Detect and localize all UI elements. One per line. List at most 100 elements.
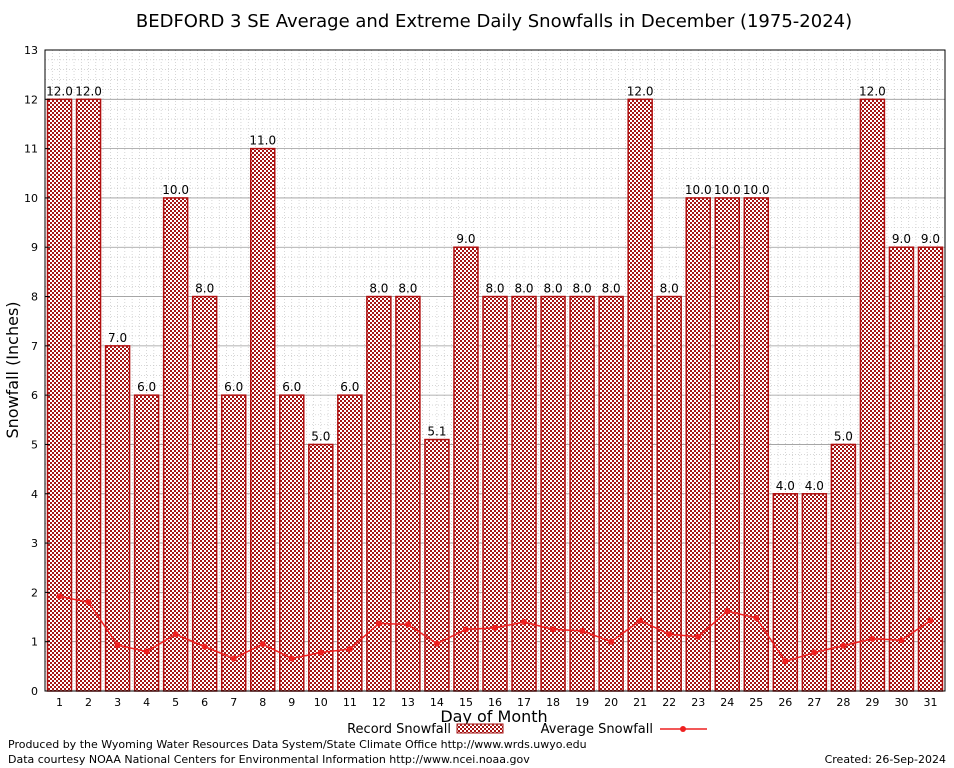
- y-tick-label: 13: [24, 44, 38, 57]
- legend-record-swatch: [456, 723, 504, 734]
- bar-label-day-19: 8.0: [573, 282, 592, 296]
- x-tick-label: 5: [172, 696, 179, 709]
- bar-label-day-11: 6.0: [340, 380, 359, 394]
- average-point-day-2: [85, 599, 92, 606]
- bar-label-day-4: 6.0: [137, 380, 156, 394]
- x-tick-label: 25: [749, 696, 763, 709]
- average-point-day-28: [840, 642, 847, 649]
- bar-day-1: [46, 98, 73, 692]
- average-point-day-14: [433, 640, 440, 647]
- x-tick-label: 27: [807, 696, 821, 709]
- x-tick-label: 26: [778, 696, 792, 709]
- bar-label-day-10: 5.0: [311, 429, 330, 443]
- bar-label-day-17: 8.0: [514, 282, 533, 296]
- x-tick-label: 20: [604, 696, 618, 709]
- bar-day-9: [279, 394, 305, 692]
- chart-title: BEDFORD 3 SE Average and Extreme Daily S…: [136, 11, 852, 32]
- legend: Record Snowfall Average Snowfall: [347, 722, 707, 737]
- bar-label-day-31: 9.0: [921, 232, 940, 246]
- bar-label-day-24: 10.0: [714, 183, 741, 197]
- x-tick-label: 24: [720, 696, 734, 709]
- average-line: [56, 593, 934, 665]
- average-point-day-20: [608, 638, 615, 645]
- average-point-day-12: [375, 620, 382, 627]
- legend-average-label: Average Snowfall: [541, 722, 653, 737]
- x-tick-label: 30: [894, 696, 908, 709]
- average-point-day-30: [898, 637, 905, 644]
- footer-data-courtesy: Data courtesy NOAA National Centers for …: [8, 753, 530, 766]
- average-point-day-22: [666, 631, 673, 638]
- legend-record-label: Record Snowfall: [347, 722, 451, 737]
- average-point-day-9: [288, 655, 295, 662]
- average-point-day-19: [579, 627, 586, 634]
- average-point-day-27: [811, 649, 818, 656]
- footer-created: Created: 26-Sep-2024: [824, 753, 946, 766]
- average-point-day-6: [201, 643, 208, 650]
- y-tick-label: 5: [31, 438, 38, 451]
- average-point-day-18: [550, 626, 557, 633]
- y-tick-label: 1: [31, 636, 38, 649]
- bar-day-31: [917, 246, 944, 692]
- bar-label-day-25: 10.0: [743, 183, 770, 197]
- x-tick-label: 15: [459, 696, 473, 709]
- average-point-day-26: [782, 658, 789, 665]
- x-tick-label: 18: [546, 696, 560, 709]
- x-tick-label: 23: [691, 696, 705, 709]
- legend-average-marker: [680, 726, 686, 732]
- x-tick-label: 12: [372, 696, 386, 709]
- average-point-day-17: [521, 618, 528, 625]
- y-axis-title: Snowfall (Inches): [3, 301, 22, 438]
- x-tick-label: 1: [56, 696, 63, 709]
- average-point-day-24: [724, 608, 731, 615]
- bar-label-day-1: 12.0: [46, 84, 73, 98]
- bar-label-day-20: 8.0: [602, 282, 621, 296]
- average-point-day-10: [317, 649, 324, 656]
- bar-label-day-13: 8.0: [398, 282, 417, 296]
- x-tick-label: 4: [143, 696, 150, 709]
- x-tick-label: 13: [401, 696, 415, 709]
- bar-day-2: [75, 98, 102, 692]
- bar-label-day-18: 8.0: [544, 282, 563, 296]
- x-tick-label: 22: [662, 696, 676, 709]
- average-point-day-16: [492, 624, 498, 631]
- y-tick-label: 11: [24, 143, 38, 156]
- average-point-day-31: [927, 617, 934, 624]
- x-tick-label: 9: [288, 696, 295, 709]
- x-tick-label: 31: [923, 696, 937, 709]
- y-tick-label: 7: [31, 340, 38, 353]
- bar-day-3: [104, 345, 131, 692]
- bar-day-14: [424, 438, 450, 692]
- x-tick-label: 29: [865, 696, 879, 709]
- bar-day-5: [162, 197, 189, 692]
- average-point-day-25: [753, 615, 760, 622]
- bar-day-8: [249, 147, 276, 692]
- y-tick-label: 0: [31, 685, 38, 698]
- average-point-day-15: [462, 626, 469, 633]
- x-axis-title: Day of Month: [440, 707, 547, 726]
- average-point-day-1: [56, 593, 63, 600]
- x-tick-label: 2: [85, 696, 92, 709]
- average-point-day-5: [172, 631, 179, 638]
- bar-label-day-16: 8.0: [485, 282, 504, 296]
- bar-day-15: [453, 246, 479, 692]
- bar-day-4: [133, 394, 160, 692]
- bar-day-23: [685, 197, 711, 692]
- bar-day-20: [598, 295, 624, 692]
- bar-day-29: [859, 98, 886, 692]
- bar-label-day-3: 7.0: [108, 331, 127, 345]
- bar-day-16: [482, 295, 508, 692]
- x-tick-label: 14: [430, 696, 444, 709]
- bar-day-7: [220, 394, 247, 692]
- x-tick-labels: 1 2 3 4 5 6 7 8 9 10 11 12 13 14 15 16 17 18 19 20 21 22 23 24 2…: [56, 696, 937, 709]
- record-bars: [46, 98, 944, 692]
- y-tick-label: 6: [31, 389, 38, 402]
- bar-day-24: [714, 197, 741, 692]
- bar-label-day-15: 9.0: [456, 232, 475, 246]
- bar-label-day-7: 6.0: [224, 380, 243, 394]
- bar-value-labels: 12.0 12.07.06.010.08.06.011.06.05.06.08.0…: [46, 84, 940, 492]
- bar-label-day-12: 8.0: [369, 282, 388, 296]
- bar-label-day-9: 6.0: [282, 380, 301, 394]
- y-tick-label: 12: [24, 93, 38, 106]
- bar-label-day-22: 8.0: [660, 282, 679, 296]
